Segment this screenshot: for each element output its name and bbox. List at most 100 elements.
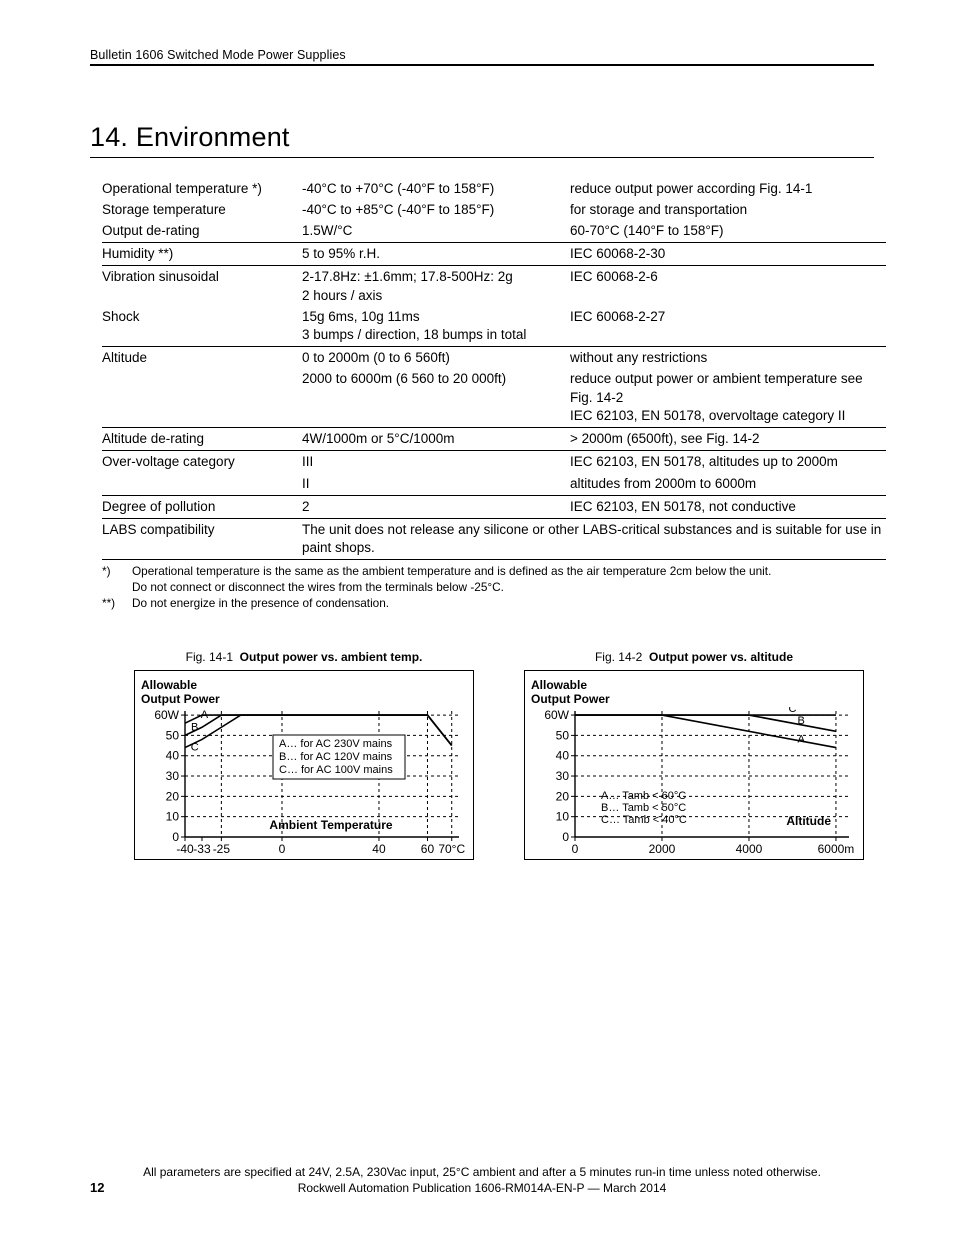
section-title-text: Environment (136, 122, 290, 152)
chart-1-ylabel: AllowableOutput Power (141, 679, 467, 707)
svg-text:30: 30 (556, 769, 570, 783)
footer-line-2: Rockwell Automation Publication 1606-RM0… (90, 1181, 874, 1195)
svg-text:C… Tamb < 40°C: C… Tamb < 40°C (601, 814, 687, 826)
svg-text:0: 0 (562, 830, 569, 844)
chart-2-ylabel: AllowableOutput Power (531, 679, 857, 707)
svg-text:C: C (191, 741, 199, 753)
spec-note: reduce output power according Fig. 14-1 (570, 178, 886, 199)
svg-text:60: 60 (421, 842, 435, 856)
svg-text:B… for AC 120V mains: B… for AC 120V mains (279, 751, 393, 763)
svg-text:4000: 4000 (736, 842, 763, 856)
svg-text:40: 40 (372, 842, 386, 856)
running-header: Bulletin 1606 Switched Mode Power Suppli… (90, 48, 874, 62)
chart-1-figno: Fig. 14-1 (186, 650, 233, 664)
spec-note: for storage and transportation (570, 199, 886, 220)
spec-label: Storage temperature (102, 199, 302, 220)
svg-text:A… for AC 230V mains: A… for AC 230V mains (279, 738, 393, 750)
svg-text:6000m: 6000m (818, 842, 855, 856)
table-row: Altitude0 to 2000m (0 to 6 560ft)without… (102, 347, 886, 369)
spec-value: 5 to 95% r.H. (302, 243, 570, 266)
svg-text:C: C (788, 707, 796, 715)
spec-value: 15g 6ms, 10g 11ms3 bumps / direction, 18… (302, 306, 570, 346)
spec-label: Output de-rating (102, 220, 302, 242)
table-row: Humidity **)5 to 95% r.H.IEC 60068-2-30 (102, 243, 886, 266)
chart-2-svg: 60W504030201000200040006000mABCA… Tamb <… (531, 707, 855, 857)
section-heading: 14. Environment (90, 122, 874, 153)
footnote-text: Do not connect or disconnect the wires f… (132, 580, 504, 596)
spec-label: Degree of pollution (102, 495, 302, 518)
svg-text:60W: 60W (544, 708, 569, 722)
svg-text:A… Tamb < 60°C: A… Tamb < 60°C (601, 790, 686, 802)
spec-value: 2000 to 6000m (6 560 to 20 000ft) (302, 369, 570, 428)
page: Bulletin 1606 Switched Mode Power Suppli… (0, 0, 954, 1235)
table-row: Storage temperature-40°C to +85°C (-40°F… (102, 199, 886, 220)
spec-label: Shock (102, 306, 302, 346)
spec-note: IEC 62103, EN 50178, altitudes up to 200… (570, 451, 886, 473)
svg-text:70°C: 70°C (438, 842, 465, 856)
svg-text:B… Tamb < 50°C: B… Tamb < 50°C (601, 802, 686, 814)
footnotes: *) Operational temperature is the same as… (102, 564, 874, 612)
svg-text:Altitude: Altitude (786, 814, 831, 828)
svg-text:20: 20 (166, 789, 180, 803)
chart-1-frame: AllowableOutput Power 60W50403020100-40-… (134, 670, 474, 860)
spec-value: The unit does not release any silicone o… (302, 519, 886, 560)
spec-note: reduce output power or ambient temperatu… (570, 369, 886, 428)
table-row: IIaltitudes from 2000m to 6000m (102, 473, 886, 495)
page-footer: 12 All parameters are specified at 24V, … (90, 1165, 874, 1195)
table-row: Operational temperature *)-40°C to +70°C… (102, 178, 886, 199)
chart-1-block: Fig. 14-1 Output power vs. ambient temp.… (134, 650, 474, 860)
footer-line-1: All parameters are specified at 24V, 2.5… (90, 1165, 874, 1179)
chart-1-title: Output power vs. ambient temp. (240, 650, 423, 664)
svg-text:40: 40 (556, 749, 570, 763)
spec-value: 1.5W/°C (302, 220, 570, 242)
spec-note: IEC 60068-2-27 (570, 306, 886, 346)
svg-text:0: 0 (279, 842, 286, 856)
table-row: Output de-rating1.5W/°C60-70°C (140°F to… (102, 220, 886, 242)
spec-note: 60-70°C (140°F to 158°F) (570, 220, 886, 242)
footnote: *) Operational temperature is the same as… (102, 564, 874, 580)
chart-1-svg: 60W50403020100-40-33-250406070°CABCA… fo… (141, 707, 465, 857)
svg-text:A: A (797, 733, 805, 745)
footnote-mark: *) (102, 564, 126, 580)
svg-text:10: 10 (556, 809, 570, 823)
spec-label: Humidity **) (102, 243, 302, 266)
svg-text:2000: 2000 (649, 842, 676, 856)
spec-value: II (302, 473, 570, 495)
svg-text:50: 50 (556, 728, 570, 742)
spec-label: Over-voltage category (102, 451, 302, 473)
spec-label: Vibration sinusoidal (102, 266, 302, 306)
svg-text:40: 40 (166, 749, 180, 763)
spec-note: > 2000m (6500ft), see Fig. 14-2 (570, 428, 886, 451)
chart-2-block: Fig. 14-2 Output power vs. altitude Allo… (524, 650, 864, 860)
section-rule (90, 157, 874, 158)
spec-label (102, 473, 302, 495)
svg-text:0: 0 (572, 842, 579, 856)
chart-2-frame: AllowableOutput Power 60W 50 40 30 20 10 00 200… (524, 670, 864, 860)
page-number: 12 (90, 1180, 104, 1195)
table-row: LABS compatibilityThe unit does not rele… (102, 519, 886, 560)
chart-1-caption: Fig. 14-1 Output power vs. ambient temp. (134, 650, 474, 664)
footnote: Do not connect or disconnect the wires f… (102, 580, 874, 596)
svg-text:-33: -33 (193, 842, 211, 856)
svg-text:30: 30 (166, 769, 180, 783)
footnote-text: Operational temperature is the same as t… (132, 564, 771, 580)
charts-row: Fig. 14-1 Output power vs. ambient temp.… (134, 650, 874, 860)
chart-2-title: Output power vs. altitude (649, 650, 793, 664)
spec-table: Operational temperature *)-40°C to +70°C… (102, 178, 886, 560)
chart-2-figno: Fig. 14-2 (595, 650, 642, 664)
spec-note: without any restrictions (570, 347, 886, 369)
section-number: 14. (90, 122, 128, 152)
spec-value: 4W/1000m or 5°C/1000m (302, 428, 570, 451)
table-row: Over-voltage categoryIIIIEC 62103, EN 50… (102, 451, 886, 473)
footnote: **)Do not energize in the presence of co… (102, 596, 874, 612)
svg-text:A: A (201, 709, 209, 721)
spec-value: III (302, 451, 570, 473)
chart-2-caption: Fig. 14-2 Output power vs. altitude (524, 650, 864, 664)
svg-text:Ambient Temperature: Ambient Temperature (269, 818, 392, 832)
spec-label: LABS compatibility (102, 519, 302, 560)
table-row: Shock15g 6ms, 10g 11ms3 bumps / directio… (102, 306, 886, 346)
header-rule (90, 64, 874, 66)
table-row: Vibration sinusoidal2-17.8Hz: ±1.6mm; 17… (102, 266, 886, 306)
table-row: Degree of pollution2IEC 62103, EN 50178,… (102, 495, 886, 518)
svg-text:20: 20 (556, 789, 570, 803)
